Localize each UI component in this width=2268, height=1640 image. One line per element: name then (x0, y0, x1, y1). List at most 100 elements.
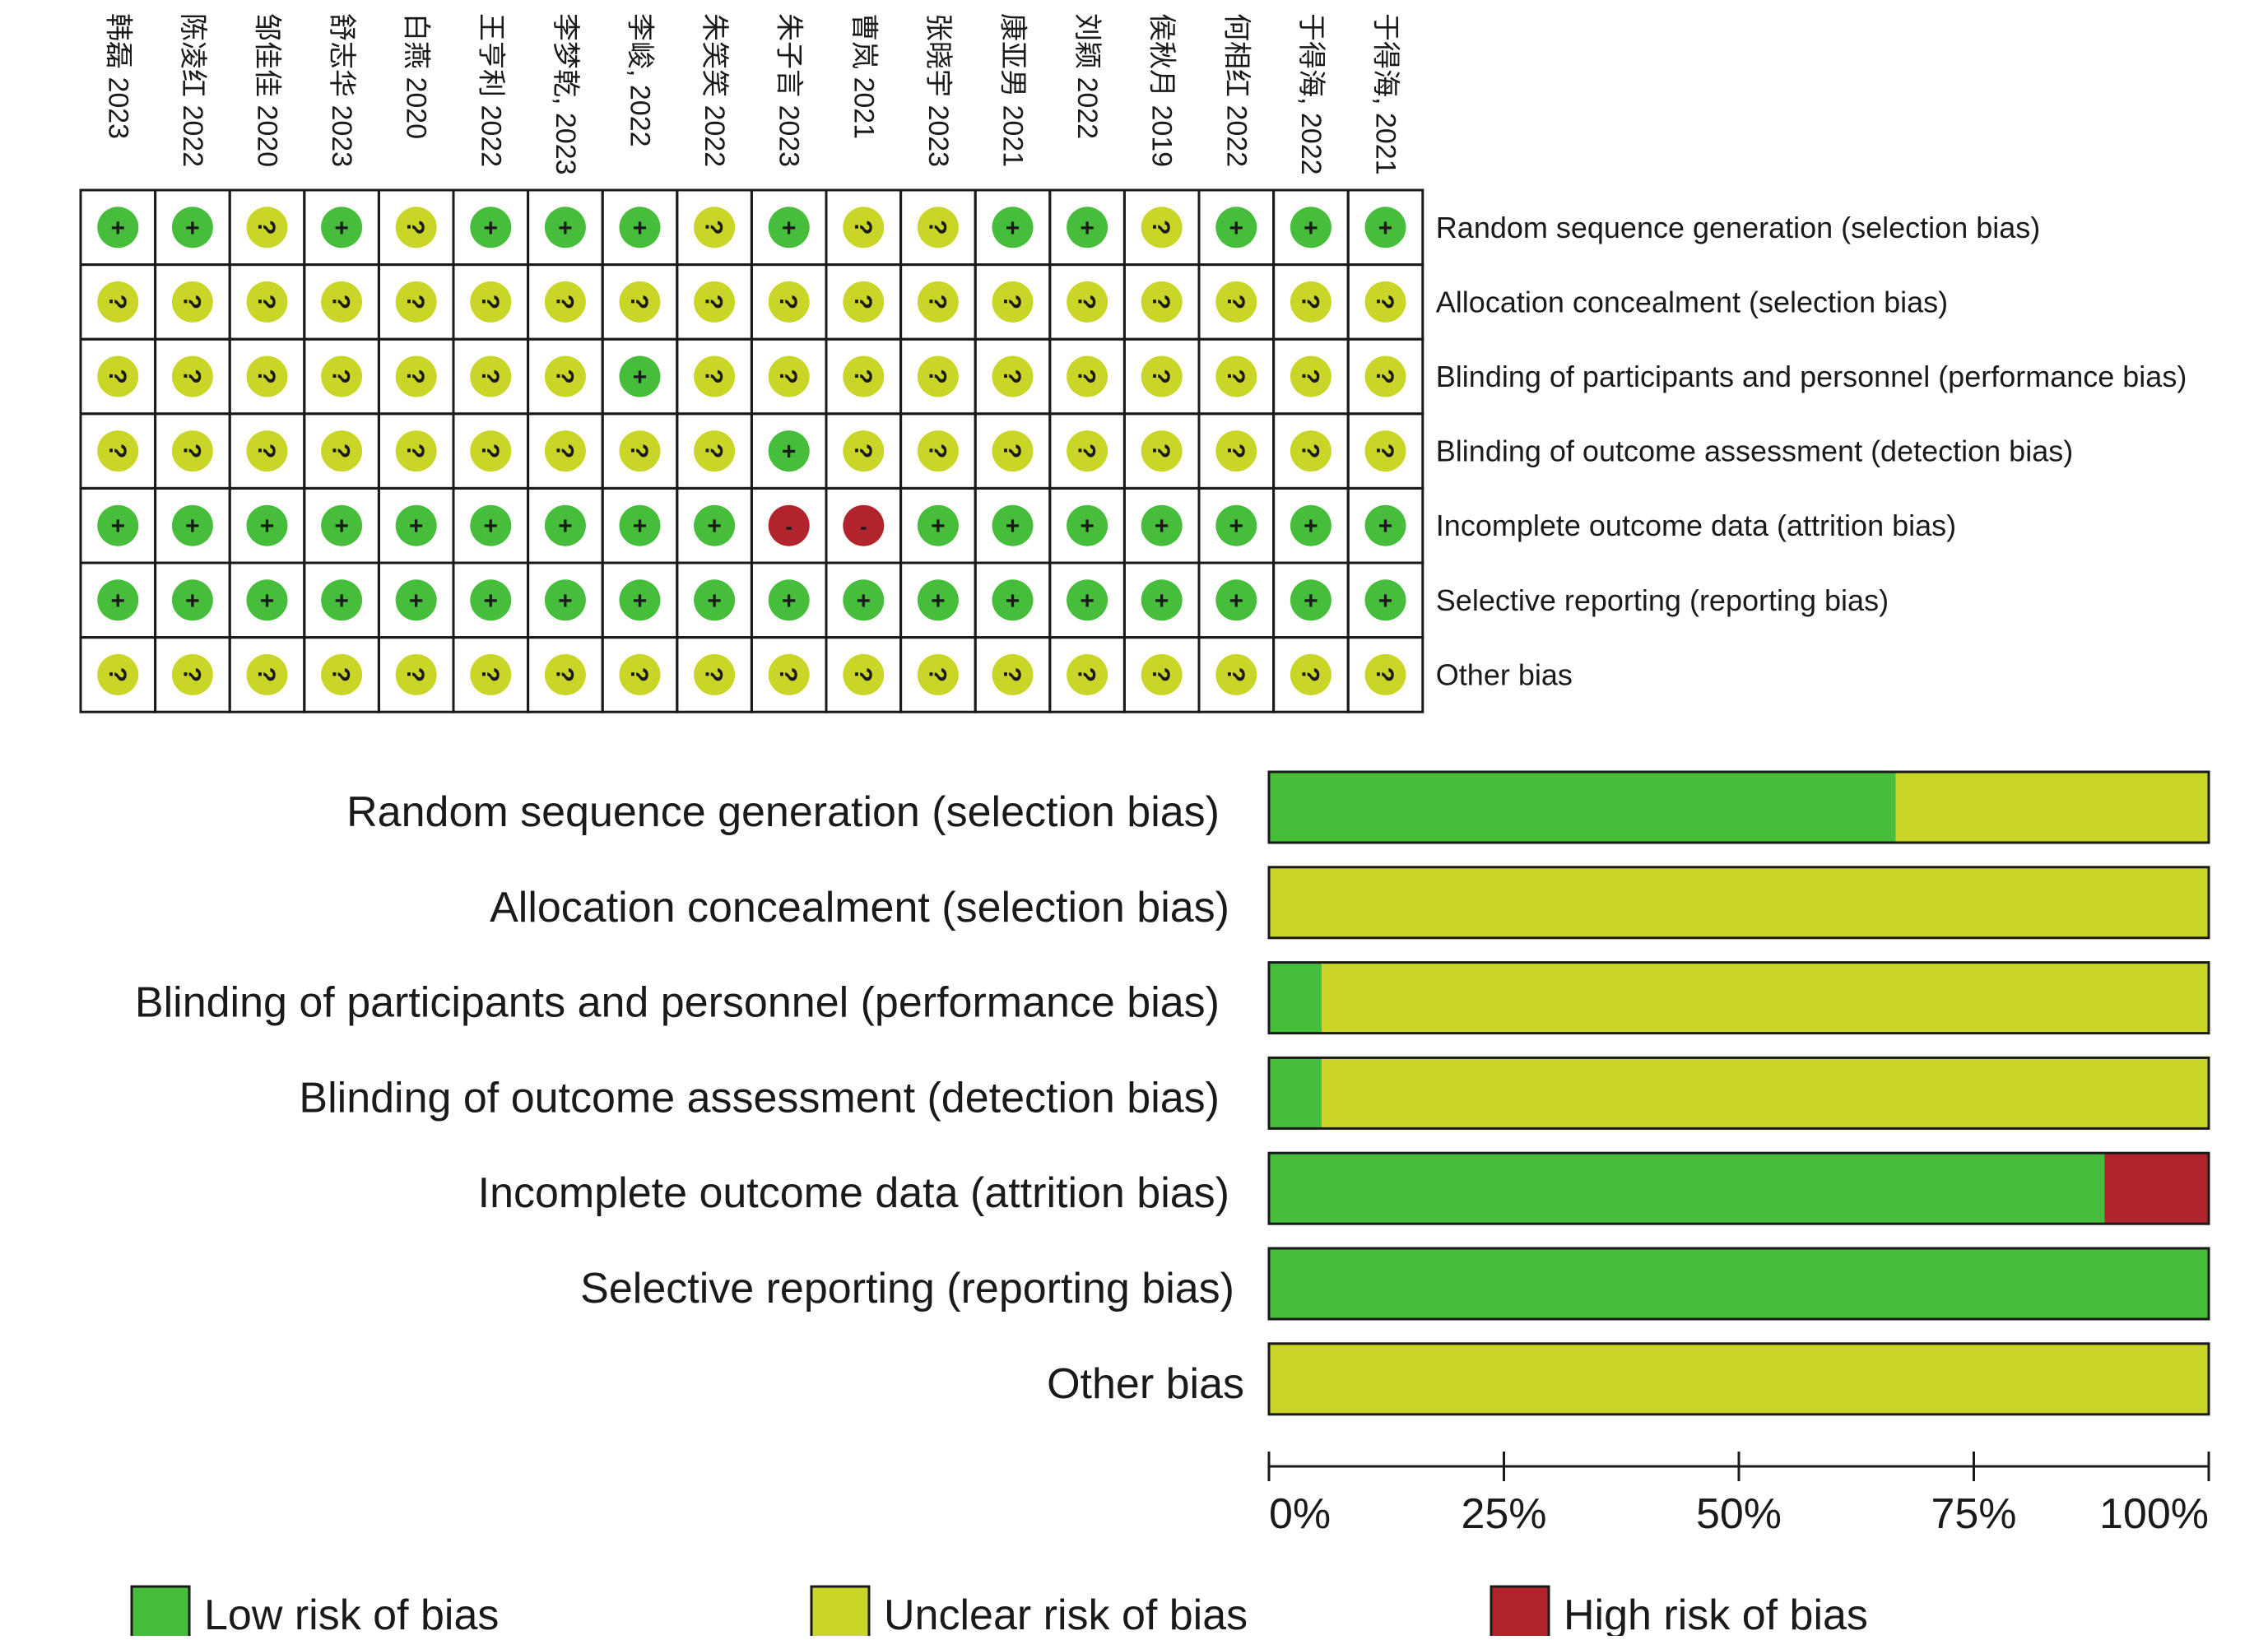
judgement-low-dot (544, 579, 586, 621)
judgement-unclear-dot (544, 653, 586, 695)
study-label: 邹佳佳 2020 (252, 13, 283, 167)
judgement-low-symbol: + (707, 513, 722, 540)
judgement-low-dot (619, 504, 661, 546)
judgement-unclear-symbol: ? (551, 667, 578, 682)
risk-of-bias-summary: 韩磊 2023 陈凌红 2022 邹佳佳 2020 舒志华 2023 白燕 2020 王亨… (79, 13, 2187, 713)
judgement-unclear-symbol: ? (104, 369, 131, 383)
bar-segment-high (2104, 1153, 2209, 1224)
legend-swatch-low (130, 1585, 191, 1640)
judgement-unclear-dot (1364, 653, 1406, 695)
judgement-unclear-dot (246, 653, 288, 695)
judgement-unclear-symbol: ? (402, 295, 429, 309)
judgement-unclear-dot (1215, 281, 1257, 323)
judgement-low-dot (171, 207, 213, 249)
study-label: 韩磊 2023 (102, 13, 133, 139)
judgement-low-dot (768, 579, 810, 621)
judgement-unclear-symbol: ? (476, 667, 504, 682)
domain-label: Blinding of outcome assessment (detectio… (1436, 434, 2073, 468)
judgement-low-symbol: + (1006, 588, 1020, 615)
bar-segment-low (1269, 1057, 1322, 1129)
judgement-unclear-dot (97, 653, 139, 695)
domain-label: Other bias (1436, 657, 1573, 691)
judgement-low-symbol: + (409, 513, 424, 540)
x-tick-label: 100% (2099, 1490, 2209, 1538)
judgement-unclear-symbol: ? (849, 295, 876, 309)
judgement-low-dot (1067, 579, 1108, 621)
judgement-unclear-symbol: ? (253, 220, 280, 235)
judgement-low-dot (992, 207, 1034, 249)
judgement-low-dot (246, 504, 288, 546)
judgement-unclear-dot (321, 355, 363, 397)
judgement-low-dot (1067, 504, 1108, 546)
judgement-low-dot (843, 579, 885, 621)
judgement-unclear-dot (544, 355, 586, 397)
judgement-unclear-dot (1067, 653, 1108, 695)
legend: Low risk of bias Unclear risk of bias High… (130, 1585, 1868, 1640)
judgement-unclear-symbol: ? (1371, 369, 1398, 383)
bar-segment-unclear (1321, 962, 2209, 1034)
judgement-unclear-symbol: ? (1222, 667, 1249, 682)
study-label: 何相红 2022 (1220, 13, 1252, 167)
judgement-unclear-dot (917, 281, 959, 323)
judgement-low-dot (1364, 579, 1406, 621)
judgement-unclear-dot (1364, 355, 1406, 397)
judgement-unclear-dot (395, 430, 437, 472)
judgement-unclear-symbol: ? (700, 295, 727, 309)
judgement-unclear-symbol: ? (625, 667, 653, 682)
judgement-unclear-symbol: ? (849, 369, 876, 383)
bar-segment-unclear (1269, 866, 2209, 938)
judgement-low-dot (1141, 579, 1183, 621)
judgement-low-dot (470, 579, 512, 621)
judgement-unclear-symbol: ? (476, 295, 504, 309)
legend-label: High risk of bias (1564, 1591, 1868, 1636)
judgement-unclear-dot (1290, 653, 1332, 695)
judgement-low-symbol: + (1080, 513, 1094, 540)
judgement-unclear-dot (544, 281, 586, 323)
judgement-unclear-dot (246, 207, 288, 249)
study-label: 王亨利 2022 (475, 13, 506, 167)
judgement-unclear-symbol: ? (328, 295, 355, 309)
judgement-unclear-dot (1364, 281, 1406, 323)
judgement-unclear-symbol: ? (551, 369, 578, 383)
bar-outline (1267, 1342, 2210, 1416)
study-label: 侯秋月 2019 (1146, 13, 1178, 167)
judgement-low-symbol: + (1080, 588, 1094, 615)
judgement-low-dot (97, 504, 139, 546)
study-label: 朱笑笑 2022 (699, 13, 730, 167)
judgement-unclear-dot (992, 281, 1034, 323)
bar-segment-low (1269, 1153, 2105, 1224)
judgement-unclear-dot (470, 653, 512, 695)
judgement-low-symbol: + (185, 215, 200, 242)
domain-label: Incomplete outcome data (attrition bias) (1436, 509, 1956, 542)
judgement-unclear-symbol: ? (1147, 667, 1174, 682)
bar-outline (1267, 866, 2210, 940)
judgement-unclear-symbol: ? (923, 369, 950, 383)
judgement-low-symbol: + (1378, 588, 1393, 615)
judgement-unclear-symbol: ? (551, 444, 578, 458)
judgement-unclear-dot (843, 281, 885, 323)
judgement-unclear-symbol: ? (253, 295, 280, 309)
judgement-unclear-symbol: ? (923, 667, 950, 682)
judgement-low-symbol: + (260, 513, 275, 540)
judgement-unclear-dot (395, 653, 437, 695)
judgement-low-dot (917, 579, 959, 621)
judgement-low-symbol: + (1155, 513, 1169, 540)
judgement-unclear-dot (917, 430, 959, 472)
judgement-low-dot (395, 579, 437, 621)
x-tick-label: 0% (1269, 1490, 1331, 1538)
judgement-unclear-dot (619, 281, 661, 323)
judgement-unclear-symbol: ? (923, 444, 950, 458)
judgement-unclear-dot (544, 430, 586, 472)
judgement-low-symbol: + (260, 588, 275, 615)
judgement-unclear-dot (246, 430, 288, 472)
judgement-unclear-symbol: ? (1073, 369, 1100, 383)
judgement-low-symbol: + (633, 215, 648, 242)
judgement-unclear-symbol: ? (998, 369, 1025, 383)
study-label: 曹岚 2021 (848, 13, 879, 139)
judgement-low-dot (97, 579, 139, 621)
judgement-unclear-dot (843, 653, 885, 695)
judgement-low-symbol: + (931, 588, 946, 615)
judgement-unclear-symbol: ? (849, 220, 876, 235)
x-tick-label: 25% (1461, 1490, 1546, 1538)
judgement-unclear-dot (694, 355, 736, 397)
